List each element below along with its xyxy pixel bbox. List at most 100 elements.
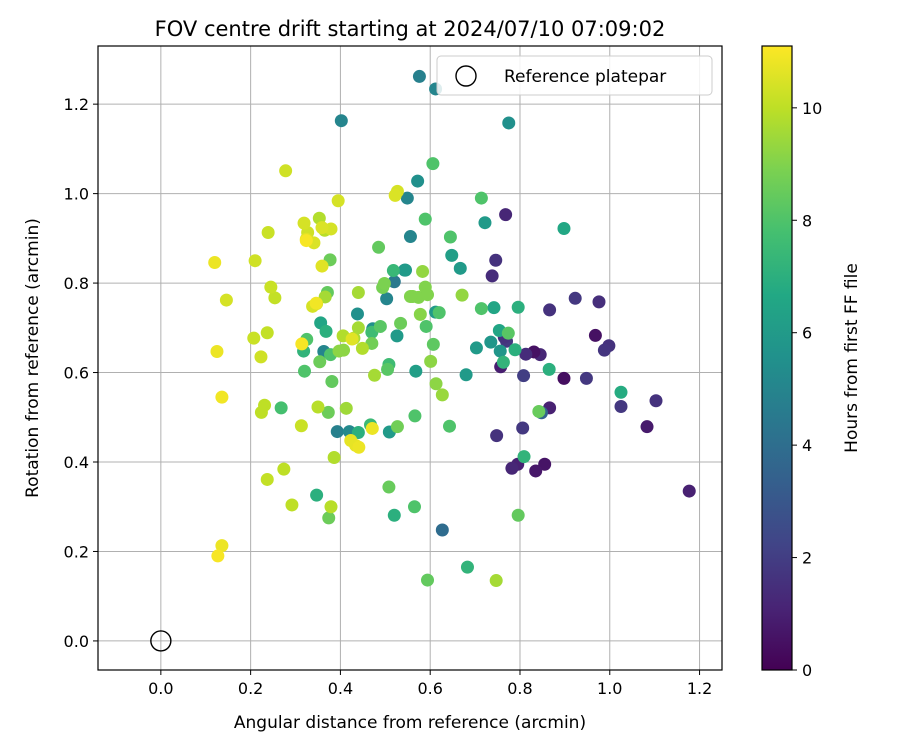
data-point (568, 291, 582, 305)
data-point (334, 114, 348, 128)
data-point (310, 488, 324, 502)
data-point (274, 401, 288, 415)
data-point (413, 307, 427, 321)
colorbar-tick-label: 6 (802, 324, 812, 343)
data-point (614, 400, 628, 414)
data-point (489, 574, 503, 588)
data-point (474, 302, 488, 316)
data-point (350, 307, 364, 321)
y-tick-label: 0.6 (64, 364, 89, 383)
data-point (579, 371, 593, 385)
x-tick-label: 0.2 (238, 679, 263, 698)
data-point (474, 191, 488, 205)
data-point (324, 500, 338, 514)
x-tick-label: 0.8 (507, 679, 532, 698)
colorbar-tick-label: 10 (802, 99, 822, 118)
data-point (382, 480, 396, 494)
data-point (517, 369, 531, 383)
data-point (443, 230, 457, 244)
data-point (640, 420, 654, 434)
x-tick-label: 1.0 (597, 679, 622, 698)
x-tick-label: 0.0 (148, 679, 173, 698)
data-point (386, 264, 400, 278)
data-point (352, 440, 366, 454)
data-point (295, 337, 309, 351)
data-point (487, 301, 501, 315)
data-point (210, 345, 224, 359)
data-point (268, 291, 282, 305)
data-point (501, 326, 515, 340)
data-point (372, 240, 386, 254)
y-tick-label: 0.0 (64, 632, 89, 651)
data-point (325, 374, 339, 388)
chart-title: FOV centre drift starting at 2024/07/10 … (155, 17, 666, 41)
data-point (493, 344, 507, 358)
data-point (315, 259, 329, 273)
data-point (435, 523, 449, 537)
x-tick-label: 0.6 (417, 679, 442, 698)
data-point (478, 216, 492, 230)
data-point (327, 451, 341, 465)
data-point (426, 337, 440, 351)
data-point (412, 69, 426, 83)
data-point (399, 263, 413, 277)
data-point (254, 405, 268, 419)
data-point (597, 343, 611, 357)
colorbar-gradient (761, 45, 793, 671)
x-axis-label: Angular distance from reference (arcmin) (234, 713, 586, 733)
data-point (588, 328, 602, 342)
data-point (381, 362, 395, 376)
data-point (421, 573, 435, 587)
y-tick-label: 1.0 (64, 185, 89, 204)
data-point (294, 419, 308, 433)
y-tick-label: 0.2 (64, 542, 89, 561)
reference-point (150, 630, 172, 652)
data-point (432, 306, 446, 320)
data-point (279, 164, 293, 178)
colorbar-tick-label: 0 (802, 661, 812, 680)
data-point (330, 425, 344, 439)
data-point (260, 326, 274, 340)
data-point (614, 385, 628, 399)
data-point (426, 157, 440, 171)
data-point (248, 254, 262, 268)
data-point (453, 261, 467, 275)
data-point (435, 388, 449, 402)
data-point (277, 462, 291, 476)
data-point (484, 335, 498, 349)
colorbar-tick-label: 8 (802, 211, 812, 230)
data-point (297, 216, 311, 230)
data-point (377, 277, 391, 291)
data-point (411, 174, 425, 188)
data-point (260, 472, 274, 486)
data-point (455, 288, 469, 302)
data-point (419, 319, 433, 333)
data-point (254, 350, 268, 364)
data-point (517, 450, 531, 464)
data-point (321, 405, 335, 419)
data-point (390, 329, 404, 343)
data-point (313, 355, 327, 369)
plot-frame (97, 45, 723, 671)
data-point (365, 421, 379, 435)
data-point (429, 377, 443, 391)
data-point (298, 364, 312, 378)
data-point (373, 319, 387, 333)
data-point (315, 221, 329, 235)
y-axis-ticks: 0.0 0.2 0.4 0.6 0.8 1.0 1.2 (64, 95, 98, 651)
legend-box (436, 55, 713, 96)
colorbar-ticks: 0 2 4 6 8 10 (792, 99, 822, 680)
data-point (331, 194, 345, 208)
data-point (388, 188, 402, 202)
data-point (407, 500, 421, 514)
colorbar-label: Hours from first FF file (842, 263, 862, 453)
data-point (400, 191, 414, 205)
data-point (387, 508, 401, 522)
x-tick-label: 0.4 (328, 679, 353, 698)
data-point (538, 457, 552, 471)
data-point (424, 354, 438, 368)
data-point (418, 212, 432, 226)
data-point (496, 355, 510, 369)
legend-marker-icon (455, 65, 477, 87)
data-point (215, 539, 229, 553)
